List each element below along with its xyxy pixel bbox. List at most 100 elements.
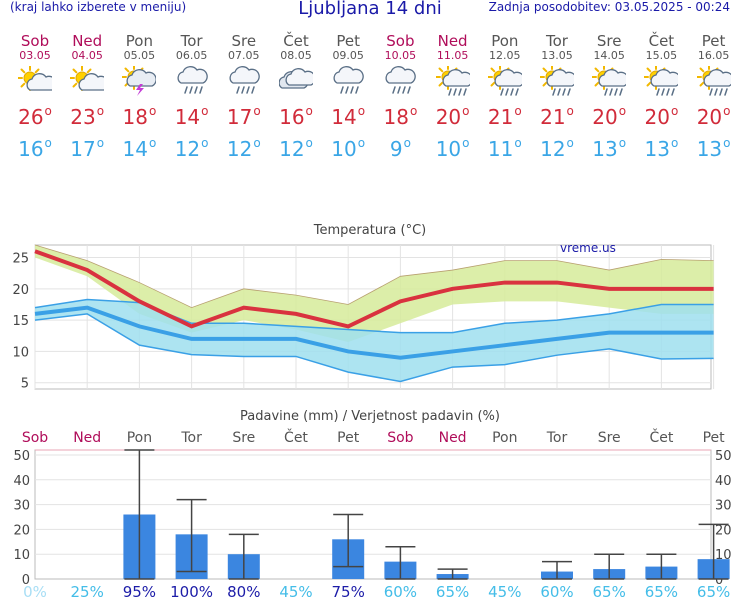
day-date: 12.05 [489, 49, 521, 62]
min-band-edge [34, 313, 714, 383]
precipitation-probability: 45% [279, 583, 312, 600]
min-temperature: 12o [279, 136, 313, 161]
thunderstorm-icon [122, 66, 157, 96]
x-tick-label: Sob [387, 430, 413, 446]
y-tick-label: 20 [12, 283, 29, 298]
x-tick-label: Pet [337, 430, 360, 446]
precipitation-probability: 65% [645, 583, 678, 600]
min-temperature: 13o [644, 136, 679, 161]
sun-cloud-rain-icon [540, 66, 574, 96]
day-column: Čet 08.05 16o 12o [270, 33, 322, 162]
day-name: Ned [72, 32, 103, 50]
x-tick-label: Pon [492, 430, 517, 446]
precipitation-probability: 60% [540, 583, 573, 600]
y-tick-label: 25 [12, 252, 29, 267]
y-tick-label: 10 [12, 345, 29, 360]
max-band-edge [34, 244, 714, 309]
day-date: 16.05 [697, 49, 730, 62]
min-temperature: 12o [540, 136, 574, 161]
day-column: Sre 14.05 20o 13o [583, 33, 635, 162]
y-tick-label: 5 [21, 377, 29, 392]
y-tick-label: 10 [13, 548, 30, 563]
chart-title: Padavine (mm) / Verjetnost padavin (%) [240, 409, 500, 424]
day-name: Sre [231, 32, 257, 50]
max-temperature: 20o [592, 104, 627, 129]
day-column: Sob 03.05 26o 16o [9, 33, 61, 162]
sun-cloud-rain-icon [435, 66, 470, 96]
x-tick-label: Čet [284, 428, 308, 446]
sun-cloud-icon [70, 66, 105, 91]
y-tick-label-right: 40 [715, 474, 732, 489]
max-temperature: 21o [487, 104, 522, 129]
day-date: 08.05 [280, 49, 312, 62]
min-temperature: 12o [226, 136, 261, 161]
day-date: 11.05 [436, 49, 469, 62]
day-name: Ned [437, 32, 468, 50]
sun-cloud-rain-icon [592, 66, 627, 96]
x-tick-label: Tor [546, 430, 568, 446]
watermark: vreme.us [560, 241, 616, 255]
precipitation-probability: 65% [436, 583, 469, 600]
x-tick-label: Pet [703, 430, 726, 446]
min-temperature: 9o [389, 136, 411, 161]
precipitation-probability: 75% [332, 583, 365, 600]
x-tick-label: Tor [180, 430, 202, 446]
day-column: Pon 05.05 18o 14o [113, 33, 165, 162]
cloud-rain-icon [229, 66, 260, 94]
max-temperature: 26o [18, 104, 52, 129]
min-temperature: 10o [331, 136, 366, 161]
day-date: 13.05 [541, 49, 573, 62]
day-date: 04.05 [71, 49, 103, 62]
min-temperature: 12o [174, 136, 209, 161]
precipitation-chart: Padavine (mm) / Verjetnost padavin (%) So… [13, 409, 732, 600]
min-temperature: 17o [70, 136, 105, 161]
day-name: Čet [283, 32, 309, 50]
min-temperature: 13o [592, 136, 627, 161]
day-name: Pet [336, 32, 360, 50]
day-column: Sob 10.05 18o 9o [374, 33, 426, 162]
precipitation-probability: 0% [23, 583, 47, 600]
day-name: Pon [491, 32, 519, 50]
max-temperature: 14o [331, 104, 366, 129]
max-temperature: 21o [540, 104, 574, 129]
day-column: Ned 11.05 20o 10o [427, 33, 479, 162]
max-temperature-line [34, 249, 714, 329]
max-temperature-band [35, 245, 714, 343]
day-date: 15.05 [645, 49, 678, 62]
cloud-rain-icon [385, 66, 417, 94]
day-name: Pon [125, 32, 153, 50]
day-date: 03.05 [19, 49, 51, 62]
day-column: Pet 16.05 20o 13o [688, 33, 740, 162]
day-name: Čet [648, 32, 675, 50]
day-date: 09.05 [332, 49, 364, 62]
max-temperature: 14o [174, 104, 209, 129]
y-tick-label-right: 30 [715, 499, 732, 514]
precipitation-probability: 80% [227, 583, 260, 600]
sun-cloud-rain-icon [487, 66, 522, 96]
max-temperature: 16o [279, 104, 313, 129]
x-tick-label: Pon [127, 430, 152, 446]
precipitation-probability: 65% [697, 583, 730, 600]
max-temperature: 17o [226, 104, 261, 129]
cloud-rain-icon [177, 66, 208, 94]
day-date: 07.05 [228, 49, 260, 62]
y-tick-label-right: 50 [715, 449, 732, 464]
day-column: Pon 12.05 21o 11o [479, 33, 531, 162]
day-date: 10.05 [384, 49, 417, 62]
max-temperature: 18o [122, 104, 157, 129]
day-column: Čet 15.05 20o 13o [635, 33, 687, 162]
y-tick-label: 30 [13, 499, 30, 514]
min-temperature: 11o [487, 136, 522, 161]
x-tick-label: Čet [649, 428, 673, 446]
y-tick-label: 0 [22, 573, 30, 588]
day-column: Pet 09.05 14o 10o [322, 33, 374, 162]
page-title: Ljubljana 14 dni [298, 0, 442, 19]
max-temperature: 23o [70, 104, 105, 129]
sun-cloud-rain-icon [644, 66, 679, 96]
y-tick-label: 40 [13, 474, 30, 489]
precipitation-probability: 65% [593, 583, 626, 600]
min-temperature: 10o [435, 136, 470, 161]
y-tick-label: 50 [13, 449, 30, 464]
day-name: Pet [701, 32, 726, 50]
cloud-rain-icon [333, 66, 364, 94]
